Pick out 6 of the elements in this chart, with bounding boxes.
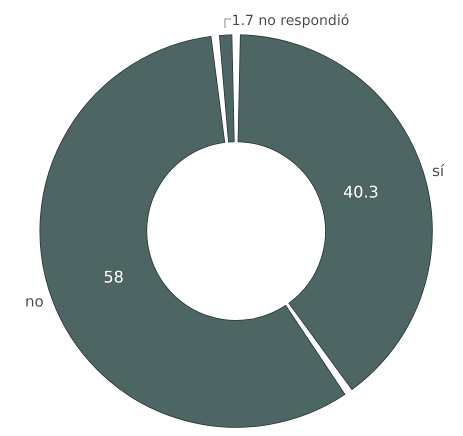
data-label: 1.7 xyxy=(232,13,254,30)
slice-label: no respondió xyxy=(258,13,350,30)
data-label: 40.3 xyxy=(343,182,379,202)
data-label: 58 xyxy=(103,267,124,286)
slice-label: sí xyxy=(432,162,445,180)
slice-label: no xyxy=(24,292,44,310)
